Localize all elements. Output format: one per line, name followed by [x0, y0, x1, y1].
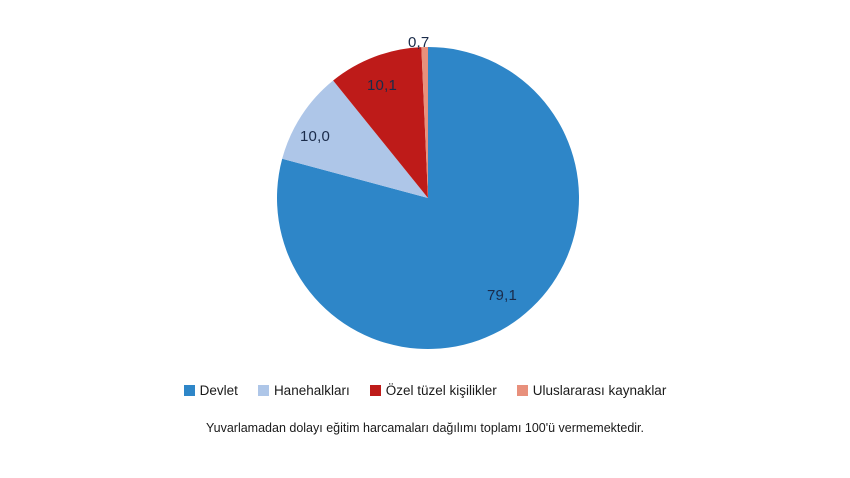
- pie-slice: [333, 47, 428, 199]
- pie-label-ozel-tuzel: 10,1: [367, 77, 397, 94]
- pie-slice: [421, 47, 428, 198]
- legend-item-label: Hanehalkları: [273, 383, 350, 398]
- pie-label-hanehalklari: 10,0: [300, 128, 330, 145]
- pie-label-uluslararasi: 0,7: [408, 34, 430, 51]
- pie-svg: [277, 47, 580, 349]
- pie-slice-group: [277, 47, 580, 349]
- legend-swatch-icon: [257, 385, 269, 396]
- pie-slice: [282, 80, 428, 198]
- pie-label-devlet: 79,1: [487, 287, 517, 304]
- legend-item[interactable]: Hanehalkları: [257, 383, 350, 398]
- pie-slice: [277, 47, 580, 349]
- pie-chart-area: [276, 46, 580, 350]
- legend-item-label: Özel tüzel kişilikler: [385, 383, 497, 398]
- legend-item-label: Uluslararası kaynaklar: [532, 383, 667, 398]
- chart-footnote: Yuvarlamadan dolayı eğitim harcamaları d…: [205, 421, 644, 435]
- chart-legend: Devlet Hanehalkları Özel tüzel kişilikler U…: [0, 383, 850, 398]
- legend-item[interactable]: Özel tüzel kişilikler: [369, 383, 497, 398]
- legend-swatch-icon: [516, 385, 528, 396]
- legend-item[interactable]: Devlet: [183, 383, 238, 398]
- legend-swatch-icon: [369, 385, 381, 396]
- legend-item[interactable]: Uluslararası kaynaklar: [516, 383, 667, 398]
- legend-item-label: Devlet: [199, 383, 238, 398]
- legend-swatch-icon: [183, 385, 195, 396]
